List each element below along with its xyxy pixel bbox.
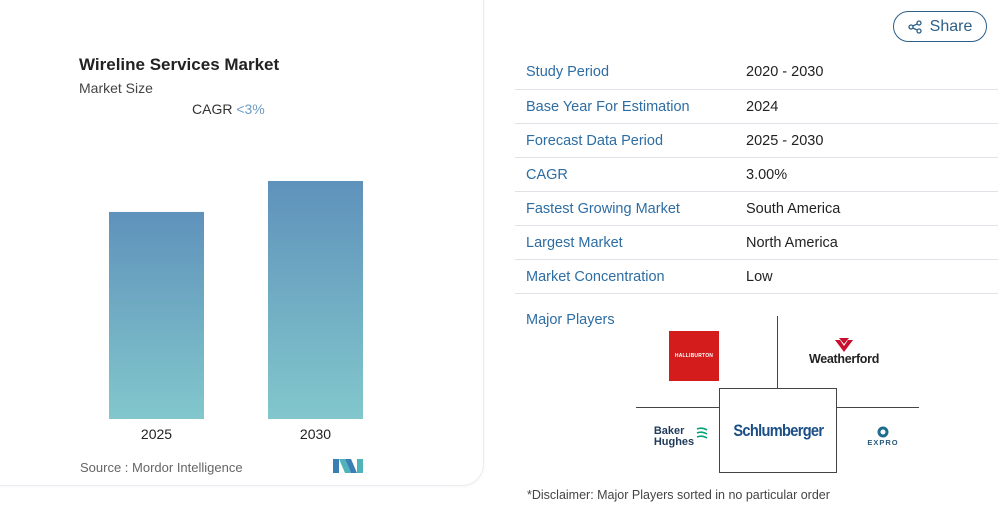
market-details-table: Study Period 2020 - 2030 Base Year For E…: [515, 55, 998, 294]
schlumberger-logo-text: Schlumberger: [732, 420, 824, 440]
grid-divider: [777, 316, 778, 388]
grid-divider: [836, 407, 919, 408]
cagr-label-value: <3%: [236, 101, 265, 117]
detail-value: 2020 - 2030: [746, 64, 824, 80]
detail-label: Largest Market: [526, 234, 623, 251]
baker-hughes-logo[interactable]: Baker Hughes: [652, 426, 710, 448]
share-icon: [907, 19, 922, 34]
chart-source: Source : Mordor Intelligence: [80, 460, 243, 475]
grid-divider: [636, 407, 719, 408]
share-button[interactable]: Share: [893, 11, 987, 42]
bar-2030: [268, 181, 363, 419]
detail-label: Market Concentration: [526, 268, 665, 285]
detail-row-cagr: CAGR 3.00%: [515, 158, 998, 192]
x-tick-label: 2030: [300, 426, 331, 442]
expro-logo-text: EXPRO: [867, 438, 899, 447]
detail-row-concentration: Market Concentration Low: [515, 260, 998, 294]
market-size-chart: 2025 2030: [109, 181, 363, 442]
x-tick-label: 2025: [141, 426, 172, 442]
detail-row-forecast-period: Forecast Data Period 2025 - 2030: [515, 124, 998, 158]
detail-label: Fastest Growing Market: [526, 200, 680, 217]
cagr-label-text: CAGR: [192, 101, 233, 117]
mordor-logo-icon: [333, 459, 363, 473]
detail-label: Study Period: [526, 64, 610, 80]
major-players-label: Major Players: [526, 312, 615, 328]
detail-row-largest-market: Largest Market North America: [515, 226, 998, 260]
baker-hughes-logo-text: Baker Hughes: [654, 426, 694, 448]
detail-row-study-period: Study Period 2020 - 2030: [515, 55, 998, 90]
detail-value: North America: [746, 234, 838, 251]
chart-title: Wireline Services Market: [79, 55, 280, 74]
detail-label: Base Year For Estimation: [526, 98, 690, 115]
weatherford-mark-icon: [835, 338, 853, 352]
bar-2025: [109, 211, 204, 419]
detail-row-base-year: Base Year For Estimation 2024: [515, 90, 998, 124]
share-label: Share: [929, 17, 973, 35]
weatherford-logo-text: Weatherford: [808, 352, 880, 366]
detail-value: South America: [746, 200, 841, 217]
weatherford-logo[interactable]: Weatherford: [804, 338, 884, 366]
detail-row-fastest-growing: Fastest Growing Market South America: [515, 192, 998, 226]
halliburton-logo-text: HALLIBURTON: [674, 353, 714, 359]
disclaimer: *Disclaimer: Major Players sorted in no …: [527, 488, 830, 502]
chart-subtitle: Market Size: [79, 80, 153, 96]
baker-hughes-mark-icon: [696, 427, 708, 439]
detail-value: 3.00%: [746, 166, 788, 183]
expro-logo[interactable]: EXPRO: [858, 426, 908, 447]
detail-value: 2024: [746, 98, 779, 115]
baker-line: Baker: [653, 425, 685, 437]
detail-value: 2025 - 2030: [746, 132, 824, 149]
detail-label: CAGR: [526, 166, 568, 183]
hughes-line: Hughes: [653, 436, 695, 448]
halliburton-logo[interactable]: HALLIBURTON: [669, 331, 719, 381]
expro-mark-icon: [877, 426, 889, 438]
detail-label: Forecast Data Period: [526, 132, 664, 149]
market-size-card: [0, 0, 484, 486]
detail-value: Low: [746, 268, 773, 285]
schlumberger-logo[interactable]: Schlumberger: [719, 388, 837, 473]
major-players-grid: HALLIBURTON Weatherford Schlumberger Bak…: [636, 316, 919, 473]
cagr-label: CAGR <3%: [192, 101, 265, 117]
